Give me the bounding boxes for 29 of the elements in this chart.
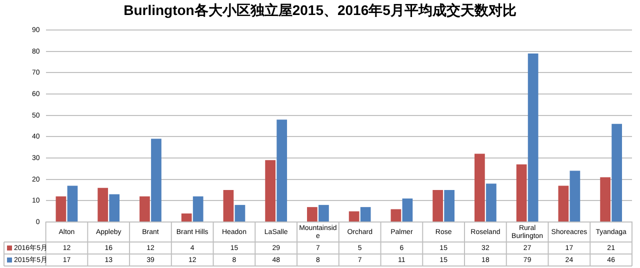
chart-title: Burlington各大小区独立屋2015、2016年5月平均成交天数对比 <box>122 2 518 20</box>
bar <box>234 204 246 222</box>
bar <box>307 207 318 222</box>
bar <box>390 209 402 222</box>
bar <box>276 120 288 222</box>
bar <box>56 196 66 222</box>
bar <box>486 184 496 222</box>
bar <box>612 124 622 222</box>
bar <box>600 177 610 222</box>
bar <box>348 211 360 222</box>
bar <box>528 53 538 222</box>
bar <box>402 198 413 222</box>
bar <box>140 196 150 222</box>
bar <box>444 190 455 222</box>
bar <box>181 213 192 222</box>
bar <box>432 190 443 222</box>
bar <box>360 207 371 222</box>
bar <box>223 190 234 222</box>
bar <box>98 188 108 222</box>
bar <box>109 194 120 222</box>
bar <box>516 164 527 222</box>
bar <box>67 186 78 222</box>
bar <box>474 154 485 222</box>
bar <box>192 196 204 222</box>
bar <box>265 160 276 222</box>
bar <box>151 138 162 222</box>
bar <box>318 204 329 222</box>
bar <box>570 170 580 222</box>
bar <box>558 186 569 222</box>
